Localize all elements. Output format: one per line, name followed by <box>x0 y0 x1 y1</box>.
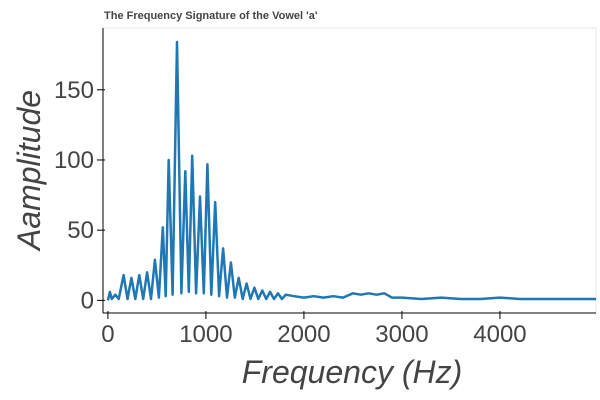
x-tick-label: 2000 <box>277 321 330 348</box>
y-tick-label: 0 <box>81 287 94 314</box>
x-tick-label: 1000 <box>179 321 232 348</box>
x-axis-label: Frequency (Hz) <box>242 354 463 390</box>
x-tick-label: 3000 <box>375 321 428 348</box>
y-tick-label: 50 <box>67 217 94 244</box>
x-tick-label: 0 <box>101 321 114 348</box>
y-tick-label: 150 <box>54 77 94 104</box>
y-tick-label: 100 <box>54 147 94 174</box>
x-tick-label: 4000 <box>473 321 526 348</box>
spectrum-line <box>106 40 596 301</box>
y-axis-label: Aamplitude <box>11 90 47 252</box>
chart-title: The Frequency Signature of the Vowel 'a' <box>104 10 318 22</box>
